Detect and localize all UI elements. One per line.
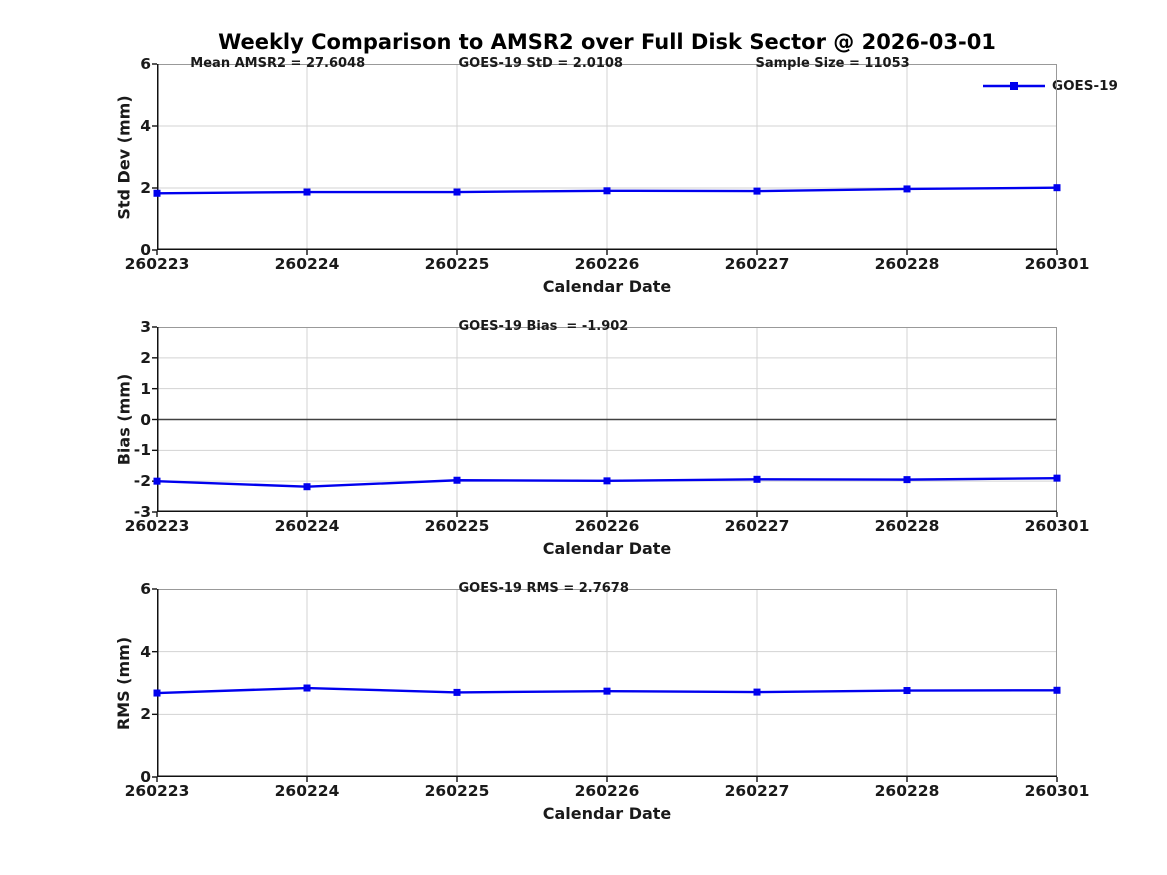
y-tick-label: 0 [140, 768, 151, 786]
axes-frame [157, 64, 1057, 250]
tick-marks [152, 326, 1058, 517]
x-tick-label: 260228 [874, 782, 940, 800]
x-tick-label: 260226 [574, 517, 640, 535]
axes-frame [157, 327, 1057, 512]
x-tick-label: 260224 [274, 782, 340, 800]
x-tick-label: 260301 [1024, 517, 1090, 535]
legend-line-sample [983, 82, 1045, 90]
x-tick-label: 260223 [124, 255, 190, 273]
plot-area-rms [152, 588, 1061, 782]
y-tick-label: -3 [133, 503, 151, 521]
x-axis-label: Calendar Date [542, 804, 672, 823]
legend: GOES-19 [983, 78, 1118, 94]
annotation: GOES-19 Bias = -1.902 [458, 319, 629, 334]
x-tick-label: 260223 [124, 517, 190, 535]
x-tick-label: 260227 [724, 782, 790, 800]
x-tick-label: 260225 [424, 255, 490, 273]
x-tick-label: 260224 [274, 517, 340, 535]
x-tick-label: 260223 [124, 782, 190, 800]
y-tick-label: 2 [140, 179, 151, 197]
axes-frame [157, 589, 1057, 777]
y-axis-label-text: Std Dev (mm) [114, 94, 134, 220]
figure-title: Weekly Comparison to AMSR2 over Full Dis… [218, 30, 996, 54]
legend-label: GOES-19 [1052, 78, 1118, 94]
x-tick-label: 260225 [424, 517, 490, 535]
x-tick-label: 260226 [574, 782, 640, 800]
gridlines [157, 64, 1057, 250]
x-tick-label: 260226 [574, 255, 640, 273]
x-tick-label: 260301 [1024, 782, 1090, 800]
x-tick-label: 260301 [1024, 255, 1090, 273]
panel-std-dev: 0 2 4 6 260223 260224 260225 260226 260227 260228… [115, 55, 1090, 296]
x-tick-label: 260227 [724, 517, 790, 535]
tick-marks [152, 63, 1058, 255]
x-axis-label: Calendar Date [542, 539, 672, 558]
x-tick-label: 260228 [874, 255, 940, 273]
y-tick-label: 4 [140, 117, 151, 135]
tick-marks [152, 588, 1058, 782]
x-tick-label: 260227 [724, 255, 790, 273]
plot-area-std-dev [152, 63, 1061, 255]
annotation: Sample Size = 11053 [755, 56, 910, 71]
y-tick-label: 0 [140, 241, 151, 259]
y-axis-label: RMS (mm) [93, 589, 155, 777]
x-tick-label: 260224 [274, 255, 340, 273]
annotation: Mean AMSR2 = 27.6048 [190, 56, 366, 71]
y-tick-label: 2 [140, 348, 151, 367]
y-tick-label: 6 [140, 55, 151, 73]
x-tick-label: 260228 [874, 517, 940, 535]
y-tick-label: 1 [140, 379, 151, 398]
y-tick-label: 3 [140, 318, 151, 336]
data-markers-goes-19 [153, 184, 1061, 197]
plot-area-bias [152, 326, 1061, 517]
y-tick-label: 0 [140, 410, 151, 429]
data-markers-goes-19 [153, 474, 1061, 491]
annotation: GOES-19 StD = 2.0108 [458, 56, 623, 71]
y-tick-label: -2 [133, 472, 151, 491]
y-tick-label: 6 [140, 580, 151, 598]
y-tick-label: 2 [140, 705, 151, 724]
gridlines [157, 589, 1057, 777]
annotation: GOES-19 RMS = 2.7678 [458, 581, 629, 596]
y-tick-label: -1 [133, 441, 151, 460]
panel-bias: -3 -2 -1 0 1 2 3 260223 260224 260225 260226 260227… [115, 318, 1090, 558]
y-tick-label: 4 [140, 642, 151, 661]
y-axis-label: Std Dev (mm) [93, 64, 155, 250]
x-axis-label: Calendar Date [542, 277, 672, 296]
x-tick-label: 260225 [424, 782, 490, 800]
panel-rms: 0 2 4 6 260223 260224 260225 260226 260227 260228… [115, 580, 1090, 823]
data-markers-goes-19 [153, 684, 1061, 697]
